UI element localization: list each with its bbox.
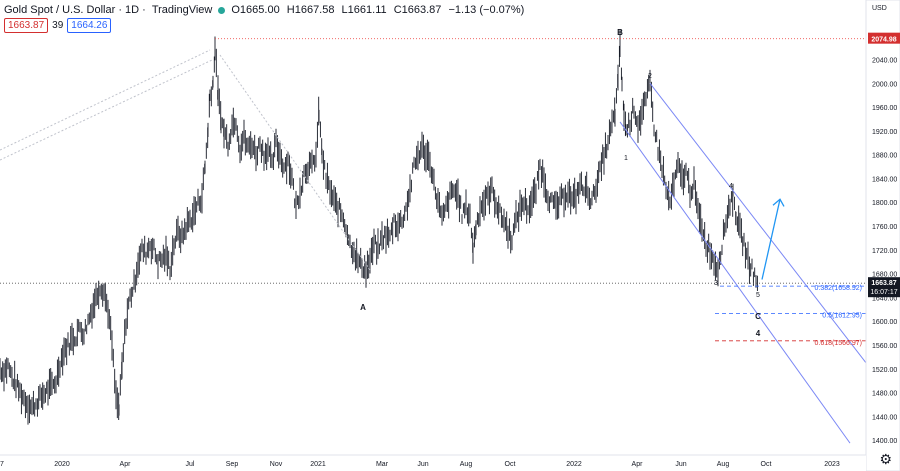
time-tick-label: Aug: [460, 461, 473, 468]
time-tick-label: Jun: [417, 461, 428, 468]
low-value: L1661.11: [341, 4, 387, 16]
time-tick-label: 2021: [310, 461, 326, 468]
close-value: C1663.87: [393, 4, 442, 16]
fib-0618-label: 0.618(1566.97): [815, 340, 862, 347]
price-tick-label: 1520.00: [872, 367, 897, 374]
market-status-icon: [218, 6, 226, 14]
wave-label-1: 1: [624, 155, 628, 162]
time-tick-label: Mar: [376, 461, 389, 468]
gear-icon[interactable]: ⚙: [879, 451, 892, 467]
time-tick-label: Nov: [270, 461, 283, 468]
change-value: −1.13 (−0.07%): [448, 4, 525, 16]
wave-label-a: A: [360, 303, 366, 312]
projection-arrow: [761, 199, 781, 280]
symbol-title: Gold Spot / U.S. Dollar · 1D ·: [4, 4, 146, 16]
price-tick-label: 1480.00: [872, 391, 897, 398]
faint-trendline-2: [0, 59, 213, 161]
top-price-badge-label: 2074.98: [871, 37, 896, 44]
current-price-badge-label: 1663.87: [871, 280, 896, 287]
time-tick-label: 2023: [824, 461, 840, 468]
price-tick-label: 1920.00: [872, 129, 897, 136]
price-tick-label: 1600.00: [872, 319, 897, 326]
wave-label-3: 3: [714, 280, 718, 287]
price-tick-label: 1720.00: [872, 248, 897, 255]
wave-label-4: 4: [729, 183, 733, 190]
time-tick-label: Oct: [761, 461, 772, 468]
price-tick-label: 1560.00: [872, 343, 897, 350]
chart-header: Gold Spot / U.S. Dollar · 1D · TradingVi…: [4, 4, 528, 16]
time-tick-label: Jun: [675, 461, 686, 468]
channel-lower: [619, 121, 851, 444]
price-tick-label: 1760.00: [872, 224, 897, 231]
price-tick-label: 2040.00: [872, 57, 897, 64]
faint-trendline: [0, 49, 211, 151]
price-tick-label: 1880.00: [872, 153, 897, 160]
time-tick-label: Oct: [505, 461, 516, 468]
wave-label-2: 2: [648, 73, 652, 80]
fib-0382-label: 0.382(1658.92): [815, 285, 862, 292]
price-tick-label: 1440.00: [872, 414, 897, 421]
time-tick-label: 7: [0, 461, 4, 468]
price-tick-label: 1840.00: [872, 176, 897, 183]
trade-buttons: 1663.87 39 1664.26: [4, 18, 112, 33]
time-tick-label: Apr: [120, 461, 132, 468]
time-axis-bg: [0, 455, 866, 471]
time-axis: 7 2020 Apr Jul Sep Nov 2021 Mar Jun Aug Oct 2022 Apr…: [0, 454, 866, 471]
wave-label-c: C: [755, 312, 761, 321]
spread-value: 39: [52, 20, 64, 31]
ohlc-values: O1665.00 H1667.58 L1661.11 C1663.87 −1.1…: [231, 4, 528, 16]
time-tick-label: 2020: [54, 461, 70, 468]
projection-arrowhead: [772, 198, 785, 207]
price-tick-label: 1680.00: [872, 272, 897, 279]
sell-button[interactable]: 1663.87: [4, 18, 49, 33]
time-tick-label: Jul: [186, 461, 195, 468]
time-tick-label: Apr: [632, 461, 644, 468]
wave-label-5: 5: [756, 292, 760, 299]
fib-05-label: 0.5(1612.95): [822, 312, 862, 319]
time-tick-label: Aug: [717, 461, 730, 468]
wave-label-b: B: [617, 28, 623, 37]
plot-area: [0, 29, 758, 425]
price-tick-label: 1960.00: [872, 105, 897, 112]
chart-overlays: 0.382(1658.92) 0.5(1612.95) 0.618(1566.97)…: [0, 28, 867, 444]
open-value: O1665.00: [231, 4, 280, 16]
buy-button[interactable]: 1664.26: [67, 18, 112, 33]
price-tick-label: 1400.00: [872, 438, 897, 445]
current-price-badge: [868, 277, 900, 298]
channel-upper: [649, 82, 867, 364]
countdown-label: 16:07:17: [870, 289, 897, 296]
price-tick-label: 1800.00: [872, 200, 897, 207]
price-tick-label: 1640.00: [872, 295, 897, 302]
time-tick-label: Sep: [226, 461, 239, 468]
price-axis-bg: [865, 0, 900, 471]
price-axis: USD 1400.00 1440.00 1480.00 1520.00 1560.00 16…: [865, 0, 900, 471]
high-value: H1667.58: [286, 4, 335, 16]
price-tick-label: 2000.00: [872, 81, 897, 88]
provider-name: TradingView: [151, 4, 213, 16]
top-price-badge: [868, 32, 900, 44]
currency-label: USD: [872, 5, 887, 12]
wave-label-4-lower: 4: [756, 329, 761, 338]
time-tick-label: 2022: [566, 461, 582, 468]
